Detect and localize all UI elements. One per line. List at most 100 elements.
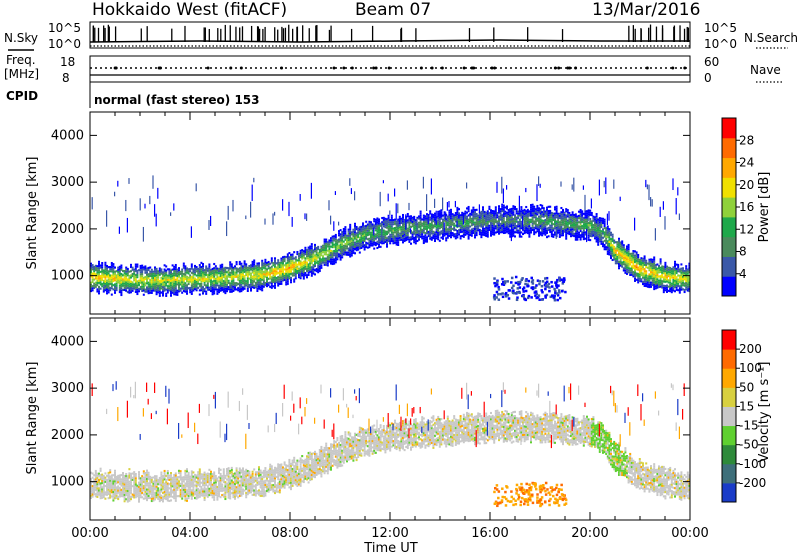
ground-cell [493, 297, 497, 301]
freq-dot [114, 66, 118, 70]
range-cell [278, 274, 281, 277]
range-cell [502, 206, 505, 209]
range-cell [376, 230, 379, 233]
range-cell [514, 222, 516, 225]
range-cell [579, 221, 582, 224]
range-cell [493, 216, 496, 219]
range-cell [419, 225, 422, 228]
range-cell [234, 275, 236, 278]
range-cell [259, 267, 262, 270]
range-cell [96, 273, 99, 276]
range-cell [656, 273, 659, 277]
range-cell [656, 263, 659, 266]
range-cell [427, 213, 430, 217]
range-cell [275, 272, 278, 275]
range-cell [483, 210, 486, 213]
range-cell [101, 270, 104, 273]
range-cell [595, 227, 598, 230]
range-cell [110, 261, 113, 265]
range-cell [170, 277, 172, 280]
range-cell [629, 254, 632, 258]
range-cell [573, 216, 576, 219]
range-cell [464, 221, 467, 224]
range-cell [509, 231, 512, 234]
scatter-cell [139, 198, 141, 211]
range-cell [99, 279, 102, 282]
range-cell [450, 217, 452, 220]
range-cell [368, 222, 371, 226]
range-cell [531, 209, 534, 213]
range-cell [96, 491, 99, 494]
range-cell [133, 287, 136, 290]
range-cell [416, 239, 419, 243]
range-cell [419, 235, 422, 238]
range-cell [477, 225, 480, 228]
range-cell [94, 283, 97, 286]
range-cell [642, 268, 644, 271]
range-cell [106, 487, 108, 490]
range-cell [336, 247, 339, 250]
range-cell [621, 263, 624, 266]
range-cell [675, 263, 678, 266]
range-cell [147, 290, 150, 293]
range-cell [256, 262, 259, 265]
range-cell [266, 274, 268, 277]
range-cell [355, 234, 358, 237]
range-cell [517, 216, 520, 220]
range-cell [302, 275, 305, 278]
range-cell [638, 273, 641, 276]
scatter-cell [654, 228, 656, 241]
range-cell [635, 278, 638, 281]
range-cell [120, 277, 123, 280]
range-cell [349, 225, 352, 229]
range-cell [133, 283, 136, 286]
range-cell [302, 266, 305, 270]
range-cell [171, 291, 174, 294]
ground-cell [553, 287, 556, 291]
range-cell [360, 227, 363, 231]
range-cell [494, 231, 497, 234]
range-cell [248, 269, 251, 272]
range-cell [165, 280, 168, 283]
range-cell [402, 213, 404, 217]
range-cell [459, 214, 462, 217]
range-cell [211, 288, 214, 292]
range-cell [112, 267, 115, 270]
range-cell [163, 276, 166, 280]
range-cell [400, 228, 403, 231]
range-cell [112, 486, 115, 489]
range-cell [538, 232, 540, 235]
range-cell [362, 243, 364, 246]
range-cell [154, 281, 156, 284]
range-cell [352, 232, 355, 235]
range-cell [155, 290, 158, 294]
range-cell [302, 262, 305, 265]
range-cell [658, 281, 660, 284]
range-cell [306, 253, 308, 256]
range-cell [352, 249, 355, 252]
range-cell [107, 285, 110, 288]
range-cell [610, 256, 612, 260]
range-cell [606, 248, 609, 251]
range-cell [565, 218, 568, 221]
range-cell [341, 243, 344, 246]
range-cell [413, 241, 416, 244]
range-cell [533, 205, 536, 208]
range-cell [214, 271, 217, 274]
range-cell [653, 269, 656, 272]
range-cell [395, 235, 398, 238]
range-cell [373, 237, 376, 240]
range-cell [523, 232, 526, 235]
range-cell [251, 277, 254, 280]
range-cell [285, 262, 288, 265]
range-cell [379, 228, 382, 232]
range-cell [662, 288, 665, 292]
ground-cell [545, 280, 549, 284]
range-cell [461, 222, 464, 225]
range-cell [110, 278, 113, 281]
range-cell [435, 233, 438, 236]
range-cell [112, 490, 115, 494]
range-cell [622, 260, 625, 264]
range-cell [659, 258, 662, 261]
range-cell [224, 268, 227, 271]
